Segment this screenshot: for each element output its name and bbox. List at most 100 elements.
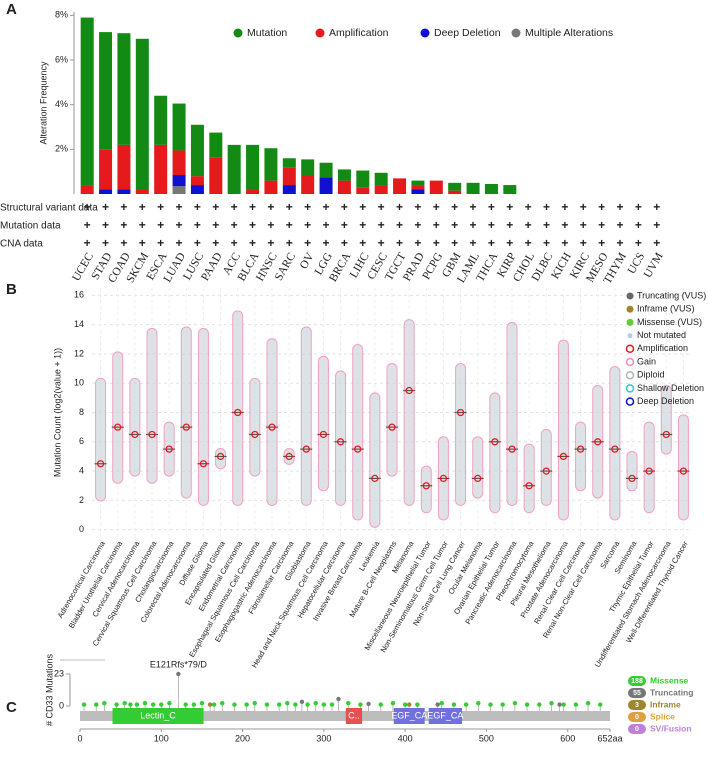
- range-strip: [420, 465, 432, 514]
- lollipop-head: [285, 701, 290, 706]
- matrix-plus: +: [598, 236, 605, 250]
- y-tick-label: 6%: [55, 54, 68, 64]
- legend-pill: [628, 688, 646, 698]
- matrix-plus: +: [341, 236, 348, 250]
- matrix-plus: +: [653, 236, 660, 250]
- lollipop-head: [128, 702, 133, 707]
- legend-count: 55: [633, 690, 641, 697]
- matrix-plus: +: [157, 218, 164, 232]
- matrix-plus: +: [378, 236, 385, 250]
- bar-segment: [190, 185, 204, 194]
- y-tick-label: 8%: [55, 10, 68, 20]
- y-tick-label: 14: [74, 319, 84, 329]
- y-tick-label: 4: [79, 465, 84, 475]
- lollipop-head: [476, 701, 481, 706]
- bar-segment: [135, 189, 149, 194]
- legend-label: Shallow Deletion: [637, 383, 704, 393]
- legend-swatch: [625, 397, 635, 406]
- lollipop-head: [211, 702, 217, 707]
- matrix-plus: +: [433, 200, 440, 214]
- lollipop-head: [114, 702, 119, 707]
- backbone: [80, 711, 610, 721]
- lollipop-head: [244, 702, 249, 707]
- matrix-plus: +: [267, 200, 274, 214]
- y-axis-label: Mutation Count (log2(value + 1)): [52, 348, 62, 477]
- matrix-plus: +: [451, 218, 458, 232]
- bar-segment: [484, 183, 498, 194]
- lollipop-head: [81, 702, 87, 707]
- bar-segment: [466, 182, 480, 194]
- bar-segment: [337, 169, 351, 181]
- lollipop-head: [167, 701, 172, 706]
- legend-label: Amplification: [637, 343, 688, 353]
- median-dot: [336, 438, 345, 446]
- matrix-plus: +: [120, 236, 127, 250]
- bar-segment: [190, 124, 204, 177]
- bar-segment: [264, 180, 278, 194]
- lollipop-head: [102, 701, 107, 706]
- legend-pill: [628, 712, 646, 722]
- matrix-plus: +: [470, 200, 477, 214]
- matrix-plus: +: [249, 200, 256, 214]
- range-strip: [609, 365, 621, 521]
- matrix-plus: +: [102, 236, 109, 250]
- matrix-plus: +: [543, 218, 550, 232]
- matrix-plus: +: [635, 236, 642, 250]
- lollipop-head: [378, 702, 383, 707]
- matrix-plus: +: [102, 200, 109, 214]
- panel-label: A: [6, 1, 17, 18]
- annotation: E121Rfs*79/D: [150, 659, 208, 669]
- legend-label: Gain: [637, 356, 656, 366]
- bar-segment: [356, 187, 370, 194]
- y-tick-label: 0: [79, 524, 84, 534]
- x-tick-label: 0: [77, 733, 82, 743]
- bar-segment: [80, 17, 94, 186]
- legend-label: Multiple Alterations: [525, 27, 613, 39]
- y-tick-label: 8: [79, 407, 84, 417]
- legend-label: Deep Deletion: [434, 27, 501, 39]
- matrix-plus: +: [598, 218, 605, 232]
- matrix-plus: +: [194, 218, 201, 232]
- bar-segment: [282, 185, 296, 194]
- range-strip: [317, 355, 329, 492]
- matrix-plus: +: [231, 200, 238, 214]
- lollipop-head: [415, 702, 420, 707]
- lollipop-head: [150, 702, 156, 707]
- lollipop-head: [346, 701, 351, 706]
- legend-swatch: [233, 28, 243, 38]
- bar-segment: [264, 148, 278, 181]
- matrix-plus: +: [286, 236, 293, 250]
- range-strip: [386, 363, 398, 477]
- range-strip: [643, 421, 655, 514]
- range-strip: [455, 363, 467, 506]
- matrix-plus: +: [561, 218, 568, 232]
- lollipop-head: [585, 701, 591, 706]
- bar-segment: [227, 144, 241, 194]
- matrix-plus: +: [378, 218, 385, 232]
- lollipop-head: [488, 702, 493, 707]
- lollipop-head: [207, 702, 213, 707]
- median-dot: [645, 467, 653, 475]
- legend-swatch: [420, 28, 430, 38]
- lollipop-head: [402, 702, 408, 707]
- matrix-plus: +: [451, 236, 458, 250]
- median-dot: [491, 438, 499, 446]
- lollipop-head: [305, 702, 310, 707]
- range-strip: [626, 450, 638, 492]
- domain: [112, 708, 204, 724]
- domain-label: EGF_CA: [391, 710, 427, 720]
- matrix-plus: +: [323, 200, 330, 214]
- matrix-plus: +: [506, 218, 513, 232]
- matrix-plus: +: [617, 200, 624, 214]
- matrix-plus: +: [414, 218, 421, 232]
- lollipop-head: [435, 702, 440, 707]
- lollipop-head: [191, 702, 197, 707]
- legend-swatch: [627, 333, 633, 339]
- range-strip: [677, 414, 689, 521]
- legend-label: Inframe (VUS): [637, 304, 695, 314]
- bar-segment: [301, 159, 315, 176]
- bar-segment: [337, 180, 351, 194]
- bar-segment: [393, 178, 407, 194]
- median-dot: [439, 474, 448, 483]
- lollipop-head: [183, 702, 188, 707]
